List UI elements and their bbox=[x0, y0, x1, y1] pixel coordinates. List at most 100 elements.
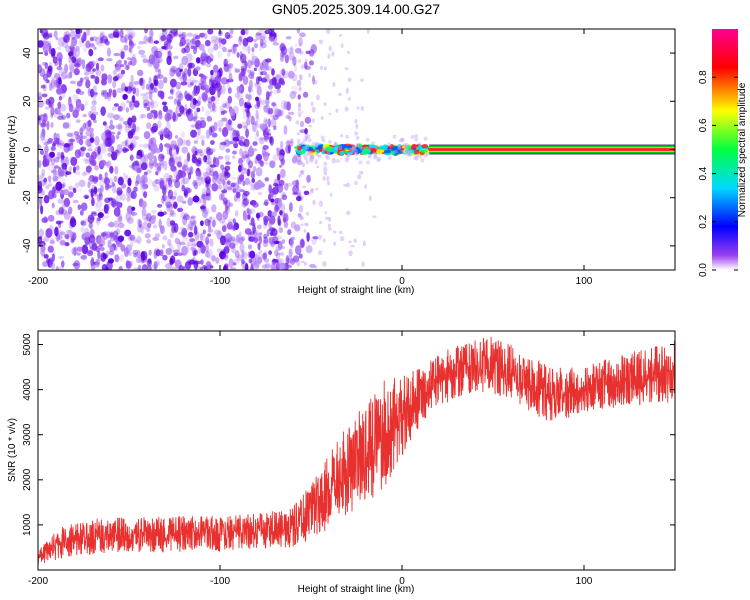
noise-blob bbox=[80, 254, 87, 260]
noise-blob bbox=[169, 175, 174, 183]
noise-blob bbox=[90, 113, 97, 121]
noise-blob bbox=[91, 211, 97, 215]
noise-blob bbox=[117, 131, 121, 135]
signal-halo bbox=[402, 143, 407, 148]
noise-blob bbox=[268, 215, 276, 225]
noise-blob bbox=[188, 220, 194, 230]
noise-blob bbox=[310, 101, 314, 107]
noise-blob bbox=[296, 160, 303, 166]
noise-blob bbox=[69, 155, 75, 165]
noise-blob bbox=[50, 48, 56, 57]
noise-blob bbox=[83, 31, 87, 42]
noise-blob bbox=[298, 102, 301, 108]
noise-blob bbox=[56, 151, 62, 160]
signal-halo bbox=[306, 150, 311, 155]
noise-blob bbox=[326, 29, 331, 34]
noise-blob bbox=[93, 193, 99, 197]
noise-blob bbox=[304, 116, 312, 124]
noise-blob bbox=[261, 39, 268, 44]
noise-blob bbox=[224, 169, 229, 176]
noise-blob bbox=[190, 129, 198, 138]
noise-blob bbox=[277, 219, 282, 227]
noise-blob bbox=[126, 136, 130, 147]
noise-blob bbox=[287, 70, 295, 79]
noise-blob bbox=[96, 194, 102, 202]
noise-blob bbox=[306, 232, 310, 242]
noise-blob bbox=[304, 135, 308, 142]
noise-blob bbox=[240, 67, 246, 77]
noise-blob bbox=[75, 119, 81, 124]
noise-blob bbox=[78, 38, 84, 48]
noise-blob bbox=[154, 179, 160, 185]
noise-blob bbox=[258, 249, 263, 254]
noise-blob bbox=[268, 193, 272, 201]
noise-blob bbox=[354, 180, 358, 186]
noise-blob bbox=[177, 252, 184, 256]
noise-blob bbox=[118, 216, 123, 224]
noise-blob bbox=[332, 81, 336, 87]
noise-blob bbox=[161, 194, 165, 204]
signal-halo bbox=[415, 153, 420, 158]
noise-blob bbox=[242, 190, 250, 196]
signal-halo bbox=[367, 147, 372, 152]
noise-blob bbox=[89, 155, 93, 164]
noise-blob bbox=[126, 100, 130, 104]
noise-blob bbox=[323, 166, 328, 173]
noise-blob bbox=[237, 158, 243, 165]
noise-blob bbox=[181, 200, 187, 204]
noise-blob bbox=[78, 179, 86, 188]
noise-blob bbox=[190, 246, 195, 251]
noise-blob bbox=[232, 188, 237, 193]
noise-blob bbox=[257, 242, 261, 251]
noise-blob bbox=[306, 136, 309, 140]
noise-blob bbox=[184, 38, 191, 46]
noise-blob bbox=[280, 100, 288, 110]
noise-blob bbox=[74, 62, 81, 68]
noise-blob bbox=[147, 222, 152, 229]
noise-blob bbox=[127, 177, 132, 187]
noise-blob bbox=[71, 56, 77, 64]
snr-frame bbox=[37, 330, 676, 571]
noise-blob bbox=[178, 33, 182, 37]
noise-blob bbox=[146, 112, 154, 120]
noise-blob bbox=[155, 260, 161, 267]
noisy-signal-line bbox=[294, 133, 433, 166]
signal-halo bbox=[366, 160, 371, 165]
noise-blob bbox=[68, 138, 76, 143]
noise-blob bbox=[69, 64, 75, 74]
noise-blob bbox=[167, 45, 173, 50]
signal-blob bbox=[383, 149, 392, 154]
noise-blob bbox=[279, 210, 283, 216]
noise-blob bbox=[241, 192, 248, 201]
noise-blob bbox=[238, 36, 243, 46]
noise-blob bbox=[91, 100, 97, 106]
snr-series-line bbox=[38, 336, 675, 564]
noise-blob bbox=[293, 154, 298, 159]
noise-blob bbox=[89, 36, 94, 42]
noise-blob bbox=[197, 95, 202, 106]
noise-blob bbox=[203, 177, 209, 184]
noise-blob bbox=[84, 232, 90, 238]
noise-blob bbox=[285, 35, 292, 40]
noise-blob bbox=[169, 68, 177, 73]
noise-blob bbox=[71, 247, 78, 256]
signal-halo bbox=[355, 142, 360, 147]
noise-blob bbox=[88, 43, 95, 48]
noise-blob bbox=[161, 101, 168, 106]
noise-blob bbox=[298, 74, 303, 81]
noise-blob bbox=[205, 129, 211, 139]
noise-blob bbox=[114, 254, 120, 263]
noise-blob bbox=[93, 165, 100, 171]
noise-blob bbox=[255, 76, 260, 85]
noise-region bbox=[38, 29, 377, 270]
noise-blob bbox=[176, 195, 184, 203]
noise-blob bbox=[95, 200, 103, 209]
noise-blob bbox=[214, 84, 222, 91]
signal-halo bbox=[307, 138, 312, 143]
noise-blob bbox=[66, 121, 72, 129]
noise-blob bbox=[122, 93, 128, 100]
noise-blob bbox=[260, 42, 267, 49]
noise-blob bbox=[161, 46, 168, 50]
noise-blob bbox=[58, 206, 64, 215]
